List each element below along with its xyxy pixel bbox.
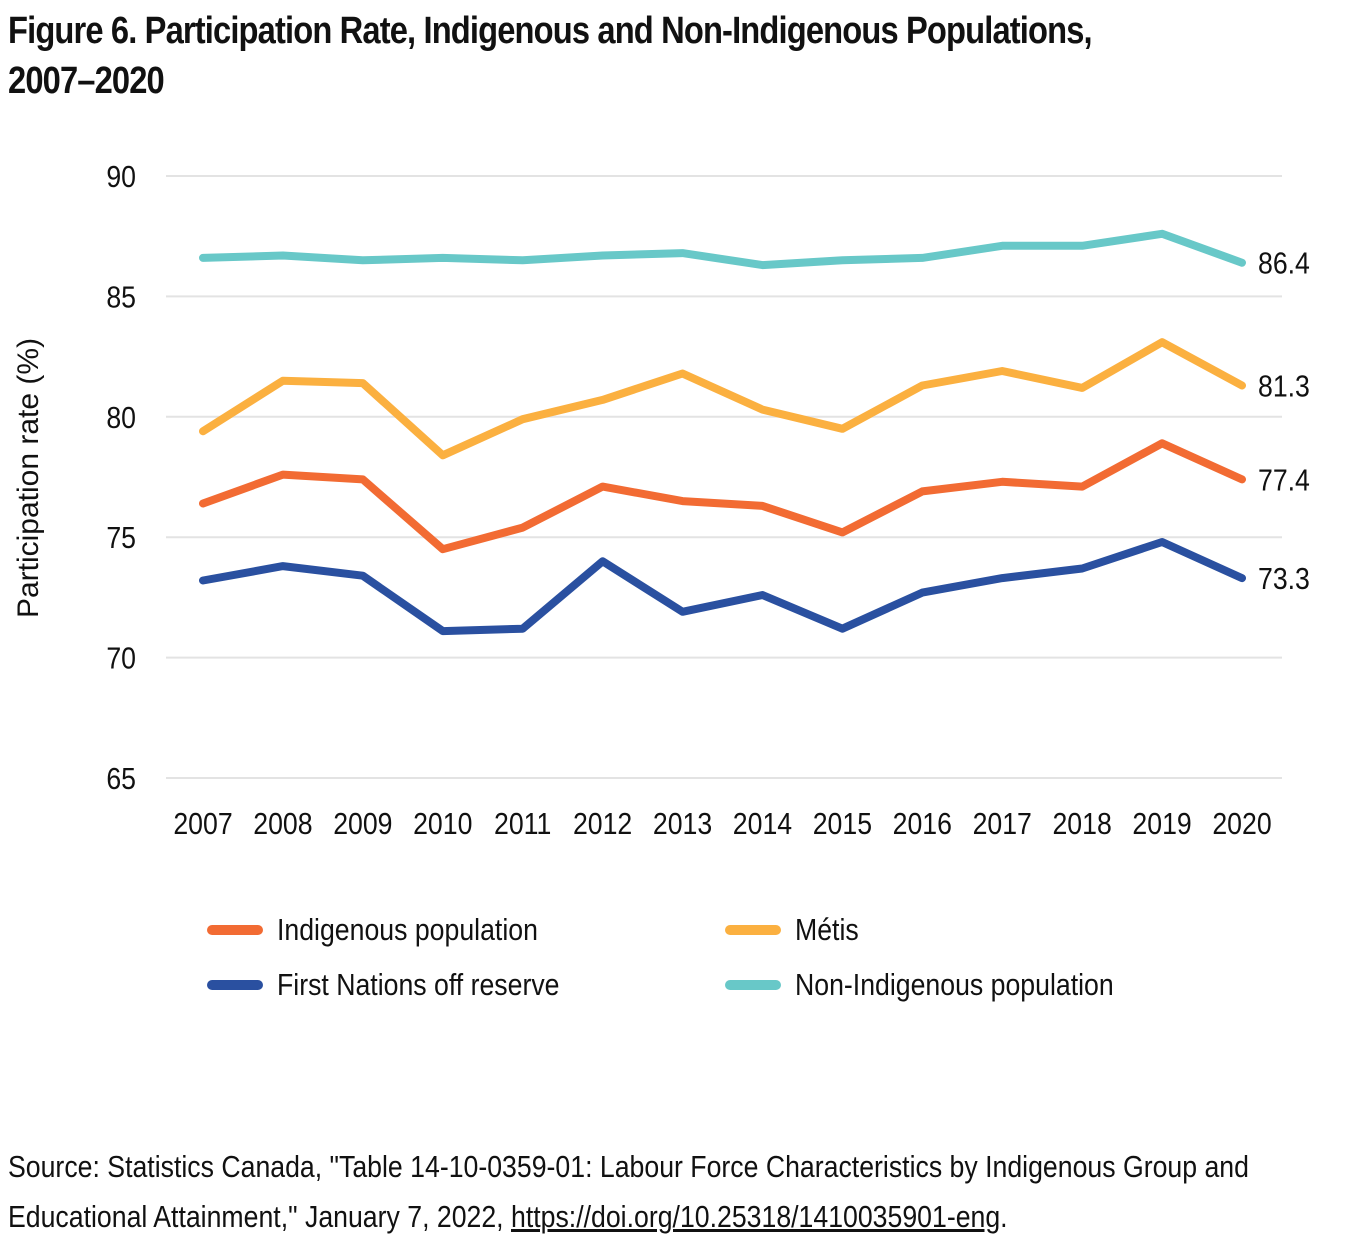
x-tick-label: 2016 xyxy=(893,807,952,841)
legend-item-first-nations: First Nations off reserve xyxy=(207,960,605,1010)
x-tick-label: 2007 xyxy=(173,807,232,841)
end-labels: 77.4 81.3 73.3 86.4 xyxy=(1258,247,1310,597)
source-text: Source: Statistics Canada, "Table 14-10-… xyxy=(8,1149,1249,1234)
series-line-metis xyxy=(199,338,1246,460)
x-tick-label: 2009 xyxy=(333,807,392,841)
series-line-non-indigenous xyxy=(199,229,1246,270)
x-tick-label: 2012 xyxy=(573,807,632,841)
x-axis-ticks: 2007 2008 2009 2010 2011 2012 2013 2014 2015 2016… xyxy=(173,807,1271,841)
y-tick-label: 65 xyxy=(106,762,136,796)
x-tick-label: 2019 xyxy=(1132,807,1191,841)
x-tick-label: 2018 xyxy=(1053,807,1112,841)
legend-item-metis: Métis xyxy=(725,905,869,955)
end-label-non-indigenous: 86.4 xyxy=(1258,247,1310,281)
x-tick-label: 2008 xyxy=(253,807,312,841)
end-label-first-nations: 73.3 xyxy=(1258,562,1310,596)
x-tick-label: 2020 xyxy=(1212,807,1271,841)
legend-swatch-non-indigenous xyxy=(725,980,781,990)
legend-item-non-indigenous: Non-Indigenous population xyxy=(725,960,1166,1010)
y-tick-label: 90 xyxy=(106,160,136,194)
legend-swatch-first-nations xyxy=(207,980,263,990)
y-tick-label: 70 xyxy=(106,642,136,676)
chart-title-line-2: 2007–2020 xyxy=(8,60,165,102)
legend-label-indigenous: Indigenous population xyxy=(277,912,538,947)
gridlines xyxy=(166,175,1282,779)
chart-title-line-1: Figure 6. Participation Rate, Indigenous… xyxy=(8,10,1093,52)
legend-label-metis: Métis xyxy=(795,912,859,947)
legend-item-indigenous: Indigenous population xyxy=(207,905,580,955)
y-tick-label: 80 xyxy=(106,401,136,435)
legend-swatch-metis xyxy=(725,925,781,935)
x-tick-label: 2013 xyxy=(653,807,712,841)
y-tick-label: 85 xyxy=(106,281,136,315)
x-tick-label: 2010 xyxy=(413,807,472,841)
source-doi-link[interactable]: https://doi.org/10.25318/1410035901-eng xyxy=(511,1199,1001,1234)
legend-swatch-indigenous xyxy=(207,925,263,935)
series-line-first-nations xyxy=(199,538,1246,636)
y-tick-label: 75 xyxy=(106,521,136,555)
x-tick-label: 2011 xyxy=(494,807,551,841)
end-label-metis: 81.3 xyxy=(1258,370,1310,404)
x-tick-label: 2015 xyxy=(813,807,872,841)
line-chart: 65 70 75 80 85 90 2007 2008 2009 2010 2011 2012 201… xyxy=(12,160,1310,841)
legend-label-first-nations: First Nations off reserve xyxy=(277,967,560,1002)
y-axis-label: Participation rate (%) xyxy=(12,338,45,618)
x-tick-label: 2014 xyxy=(733,807,792,841)
series-line-indigenous xyxy=(199,439,1246,554)
source-note: Source: Statistics Canada, "Table 14-10-… xyxy=(8,1142,1332,1242)
legend-label-non-indigenous: Non-Indigenous population xyxy=(795,967,1114,1002)
series-lines xyxy=(199,229,1246,636)
y-axis-ticks: 65 70 75 80 85 90 xyxy=(106,160,136,796)
x-tick-label: 2017 xyxy=(973,807,1032,841)
chart-title: Figure 6. Participation Rate, Indigenous… xyxy=(8,6,1152,106)
source-suffix: . xyxy=(1000,1199,1008,1234)
end-label-indigenous: 77.4 xyxy=(1258,464,1310,498)
legend: Indigenous population Métis First Nation… xyxy=(207,905,1307,1015)
